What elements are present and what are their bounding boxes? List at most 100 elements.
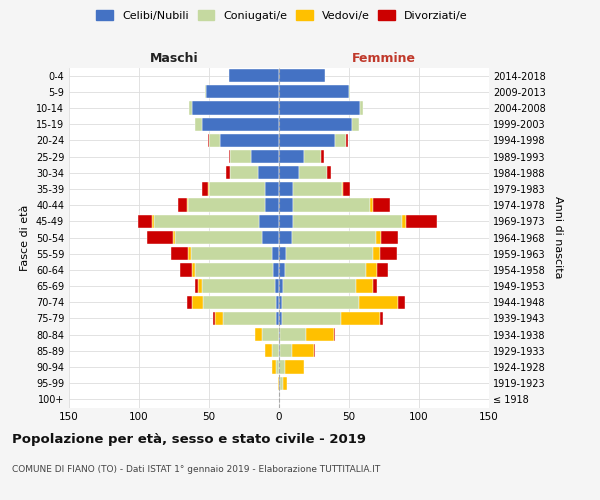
Bar	[272, 344, 279, 358]
Bar	[137, 214, 152, 228]
Bar	[192, 102, 279, 114]
Bar	[293, 198, 370, 212]
Bar	[279, 198, 293, 212]
Bar	[148, 231, 173, 244]
Bar	[188, 198, 265, 212]
Bar	[326, 166, 331, 179]
Bar	[356, 280, 373, 292]
Y-axis label: Fasce di età: Fasce di età	[20, 204, 30, 270]
Bar	[293, 214, 402, 228]
Bar	[366, 263, 377, 276]
Bar	[278, 376, 279, 390]
Bar	[209, 134, 220, 147]
Bar	[280, 328, 305, 342]
Bar	[272, 247, 279, 260]
Bar	[349, 85, 350, 98]
Bar	[373, 198, 389, 212]
Bar	[279, 296, 282, 309]
Bar	[279, 102, 360, 114]
Bar	[376, 231, 381, 244]
Bar	[230, 166, 258, 179]
Bar	[360, 102, 363, 114]
Bar	[191, 247, 272, 260]
Bar	[335, 134, 346, 147]
Bar	[175, 231, 262, 244]
Bar	[280, 376, 283, 390]
Bar	[262, 231, 279, 244]
Bar	[380, 247, 397, 260]
Bar	[202, 182, 208, 196]
Bar	[370, 198, 373, 212]
Text: Popolazione per età, sesso e stato civile - 2019: Popolazione per età, sesso e stato civil…	[12, 432, 366, 446]
Bar	[343, 182, 350, 196]
Bar	[192, 263, 195, 276]
Bar	[255, 328, 262, 342]
Bar	[381, 231, 398, 244]
Bar	[284, 263, 366, 276]
Bar	[251, 150, 279, 163]
Bar	[272, 360, 276, 374]
Bar	[276, 360, 279, 374]
Bar	[398, 296, 405, 309]
Bar	[341, 312, 380, 325]
Bar	[334, 328, 335, 342]
Bar	[206, 85, 279, 98]
Legend: Celibi/Nubili, Coniugati/e, Vedovi/e, Divorziati/e: Celibi/Nubili, Coniugati/e, Vedovi/e, Di…	[94, 8, 470, 24]
Bar	[279, 150, 304, 163]
Bar	[215, 312, 223, 325]
Bar	[258, 166, 279, 179]
Bar	[292, 231, 376, 244]
Bar	[402, 214, 406, 228]
Bar	[346, 134, 347, 147]
Bar	[305, 328, 334, 342]
Bar	[279, 231, 292, 244]
Bar	[274, 263, 279, 276]
Bar	[279, 182, 293, 196]
Bar	[226, 166, 230, 179]
Bar	[229, 69, 279, 82]
Bar	[202, 280, 275, 292]
Bar	[190, 102, 192, 114]
Bar	[192, 296, 203, 309]
Bar	[205, 85, 206, 98]
Bar	[279, 214, 293, 228]
Bar	[229, 150, 230, 163]
Bar	[265, 198, 279, 212]
Bar	[279, 344, 280, 358]
Bar	[284, 360, 304, 374]
Bar	[265, 182, 279, 196]
Bar	[282, 296, 359, 309]
Bar	[209, 182, 265, 196]
Bar	[259, 214, 279, 228]
Bar	[304, 150, 321, 163]
Bar	[195, 280, 198, 292]
Bar	[377, 263, 388, 276]
Bar	[171, 247, 188, 260]
Bar	[276, 312, 279, 325]
Bar	[373, 280, 377, 292]
Bar	[279, 376, 280, 390]
Bar	[352, 118, 359, 131]
Bar	[321, 150, 324, 163]
Bar	[265, 344, 272, 358]
Bar	[280, 344, 292, 358]
Bar	[292, 344, 314, 358]
Bar	[373, 247, 380, 260]
Bar	[283, 280, 356, 292]
Bar	[220, 134, 279, 147]
Y-axis label: Anni di nascita: Anni di nascita	[553, 196, 563, 279]
Bar	[299, 166, 326, 179]
Bar	[342, 182, 343, 196]
Bar	[179, 263, 192, 276]
Bar	[202, 118, 279, 131]
Bar	[195, 263, 274, 276]
Bar	[208, 134, 209, 147]
Bar	[279, 328, 280, 342]
Bar	[279, 312, 282, 325]
Bar	[187, 296, 192, 309]
Bar	[279, 280, 283, 292]
Bar	[275, 280, 279, 292]
Bar	[279, 69, 325, 82]
Bar	[178, 198, 187, 212]
Bar	[154, 214, 259, 228]
